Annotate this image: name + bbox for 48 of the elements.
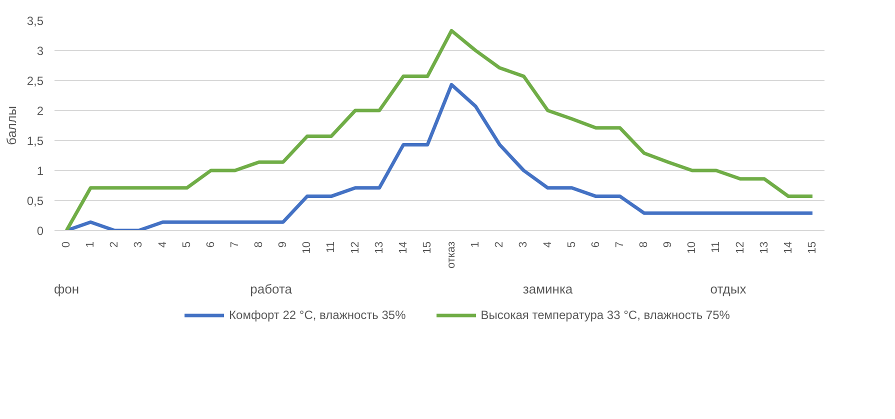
x-tick-label: 5	[566, 241, 578, 248]
x-tick-label: 5	[180, 241, 193, 248]
x-tick-label: 2	[108, 241, 121, 248]
x-tick-label: 3	[132, 241, 145, 248]
x-tick-label: 4	[156, 241, 169, 248]
x-tick-label: 15	[421, 241, 434, 254]
x-tick-label: 6	[204, 241, 217, 248]
x-tick-label: 1	[470, 241, 482, 248]
y-tick-label: 2	[36, 104, 44, 118]
x-tick-label: 11	[710, 241, 722, 253]
x-tick-label: 1	[84, 241, 97, 248]
y-tick-label: 1	[36, 164, 44, 178]
x-tick-label: 7	[228, 241, 241, 248]
y-tick-label: 3,5	[26, 14, 44, 28]
y-tick-label: 2,5	[26, 74, 44, 88]
line-series	[64, 28, 814, 230]
y-tick-label: 3	[36, 44, 44, 58]
x-tick-label: 2	[494, 241, 506, 248]
x-tick-label: 11	[325, 241, 338, 253]
x-tick-label: 13	[373, 241, 386, 254]
x-tick-label: 8	[253, 241, 266, 248]
legend-label: Комфорт 22 °С, влажность 35%	[229, 308, 406, 322]
x-tick-label: 9	[662, 241, 674, 248]
x-tick-label: 3	[518, 241, 530, 248]
x-tick-label: 14	[782, 241, 794, 254]
text: фон	[54, 282, 80, 296]
x-tick-label: 6	[590, 241, 602, 248]
x-tick-label: 13	[758, 241, 770, 254]
y-tick-label: 1,5	[26, 134, 44, 148]
x-tick-label: отказ	[446, 241, 458, 269]
x-tick-label: 10	[301, 241, 314, 254]
x-tick-label: 12	[734, 241, 746, 254]
y-tick-label: 0,5	[26, 194, 44, 208]
text: отдых	[710, 282, 747, 296]
x-tick-label: 0	[60, 241, 73, 248]
text: заминка	[522, 282, 574, 296]
y-tick-label: 0	[36, 224, 44, 238]
x-tick-label: 9	[277, 241, 290, 248]
text: работа	[250, 282, 293, 296]
x-tick-label: 8	[638, 241, 650, 248]
x-tick-label: 12	[349, 241, 362, 254]
x-tick-label: 15	[806, 241, 818, 254]
x-tick-label: 14	[397, 241, 410, 254]
x-tick-label: 7	[614, 241, 626, 248]
x-tick-label: 4	[542, 241, 554, 248]
x-tick-label: 10	[686, 241, 698, 254]
legend-label: Высокая температура 33 °С, влажность 75%	[480, 308, 730, 322]
y-axis-title: баллы	[4, 106, 19, 145]
